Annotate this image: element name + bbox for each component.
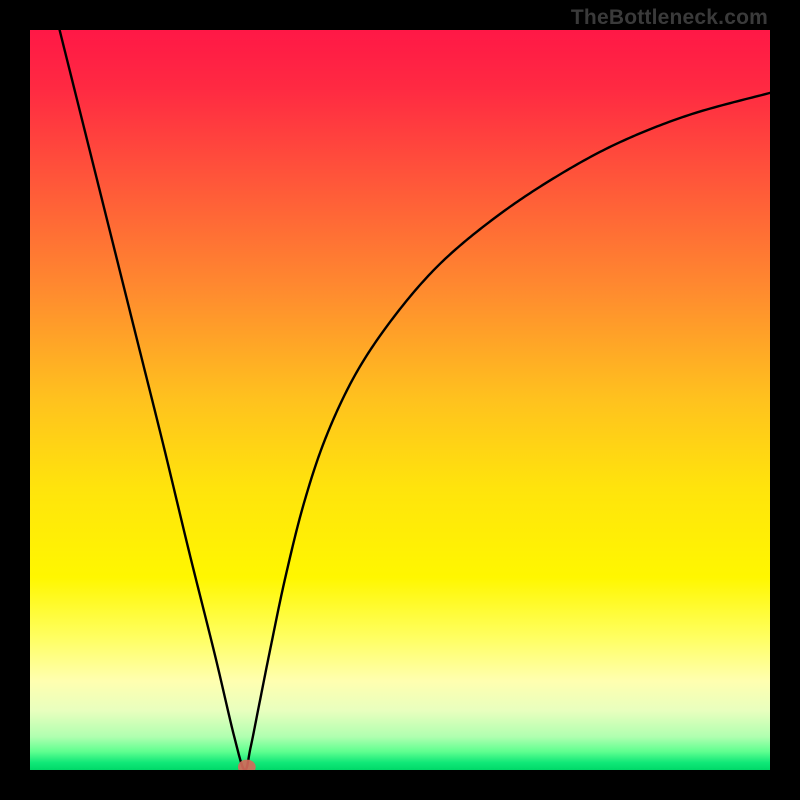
plot-area	[30, 30, 770, 770]
chart-background	[30, 30, 770, 770]
bottleneck-chart	[30, 30, 770, 770]
chart-frame: TheBottleneck.com	[0, 0, 800, 800]
watermark-text: TheBottleneck.com	[571, 6, 768, 30]
